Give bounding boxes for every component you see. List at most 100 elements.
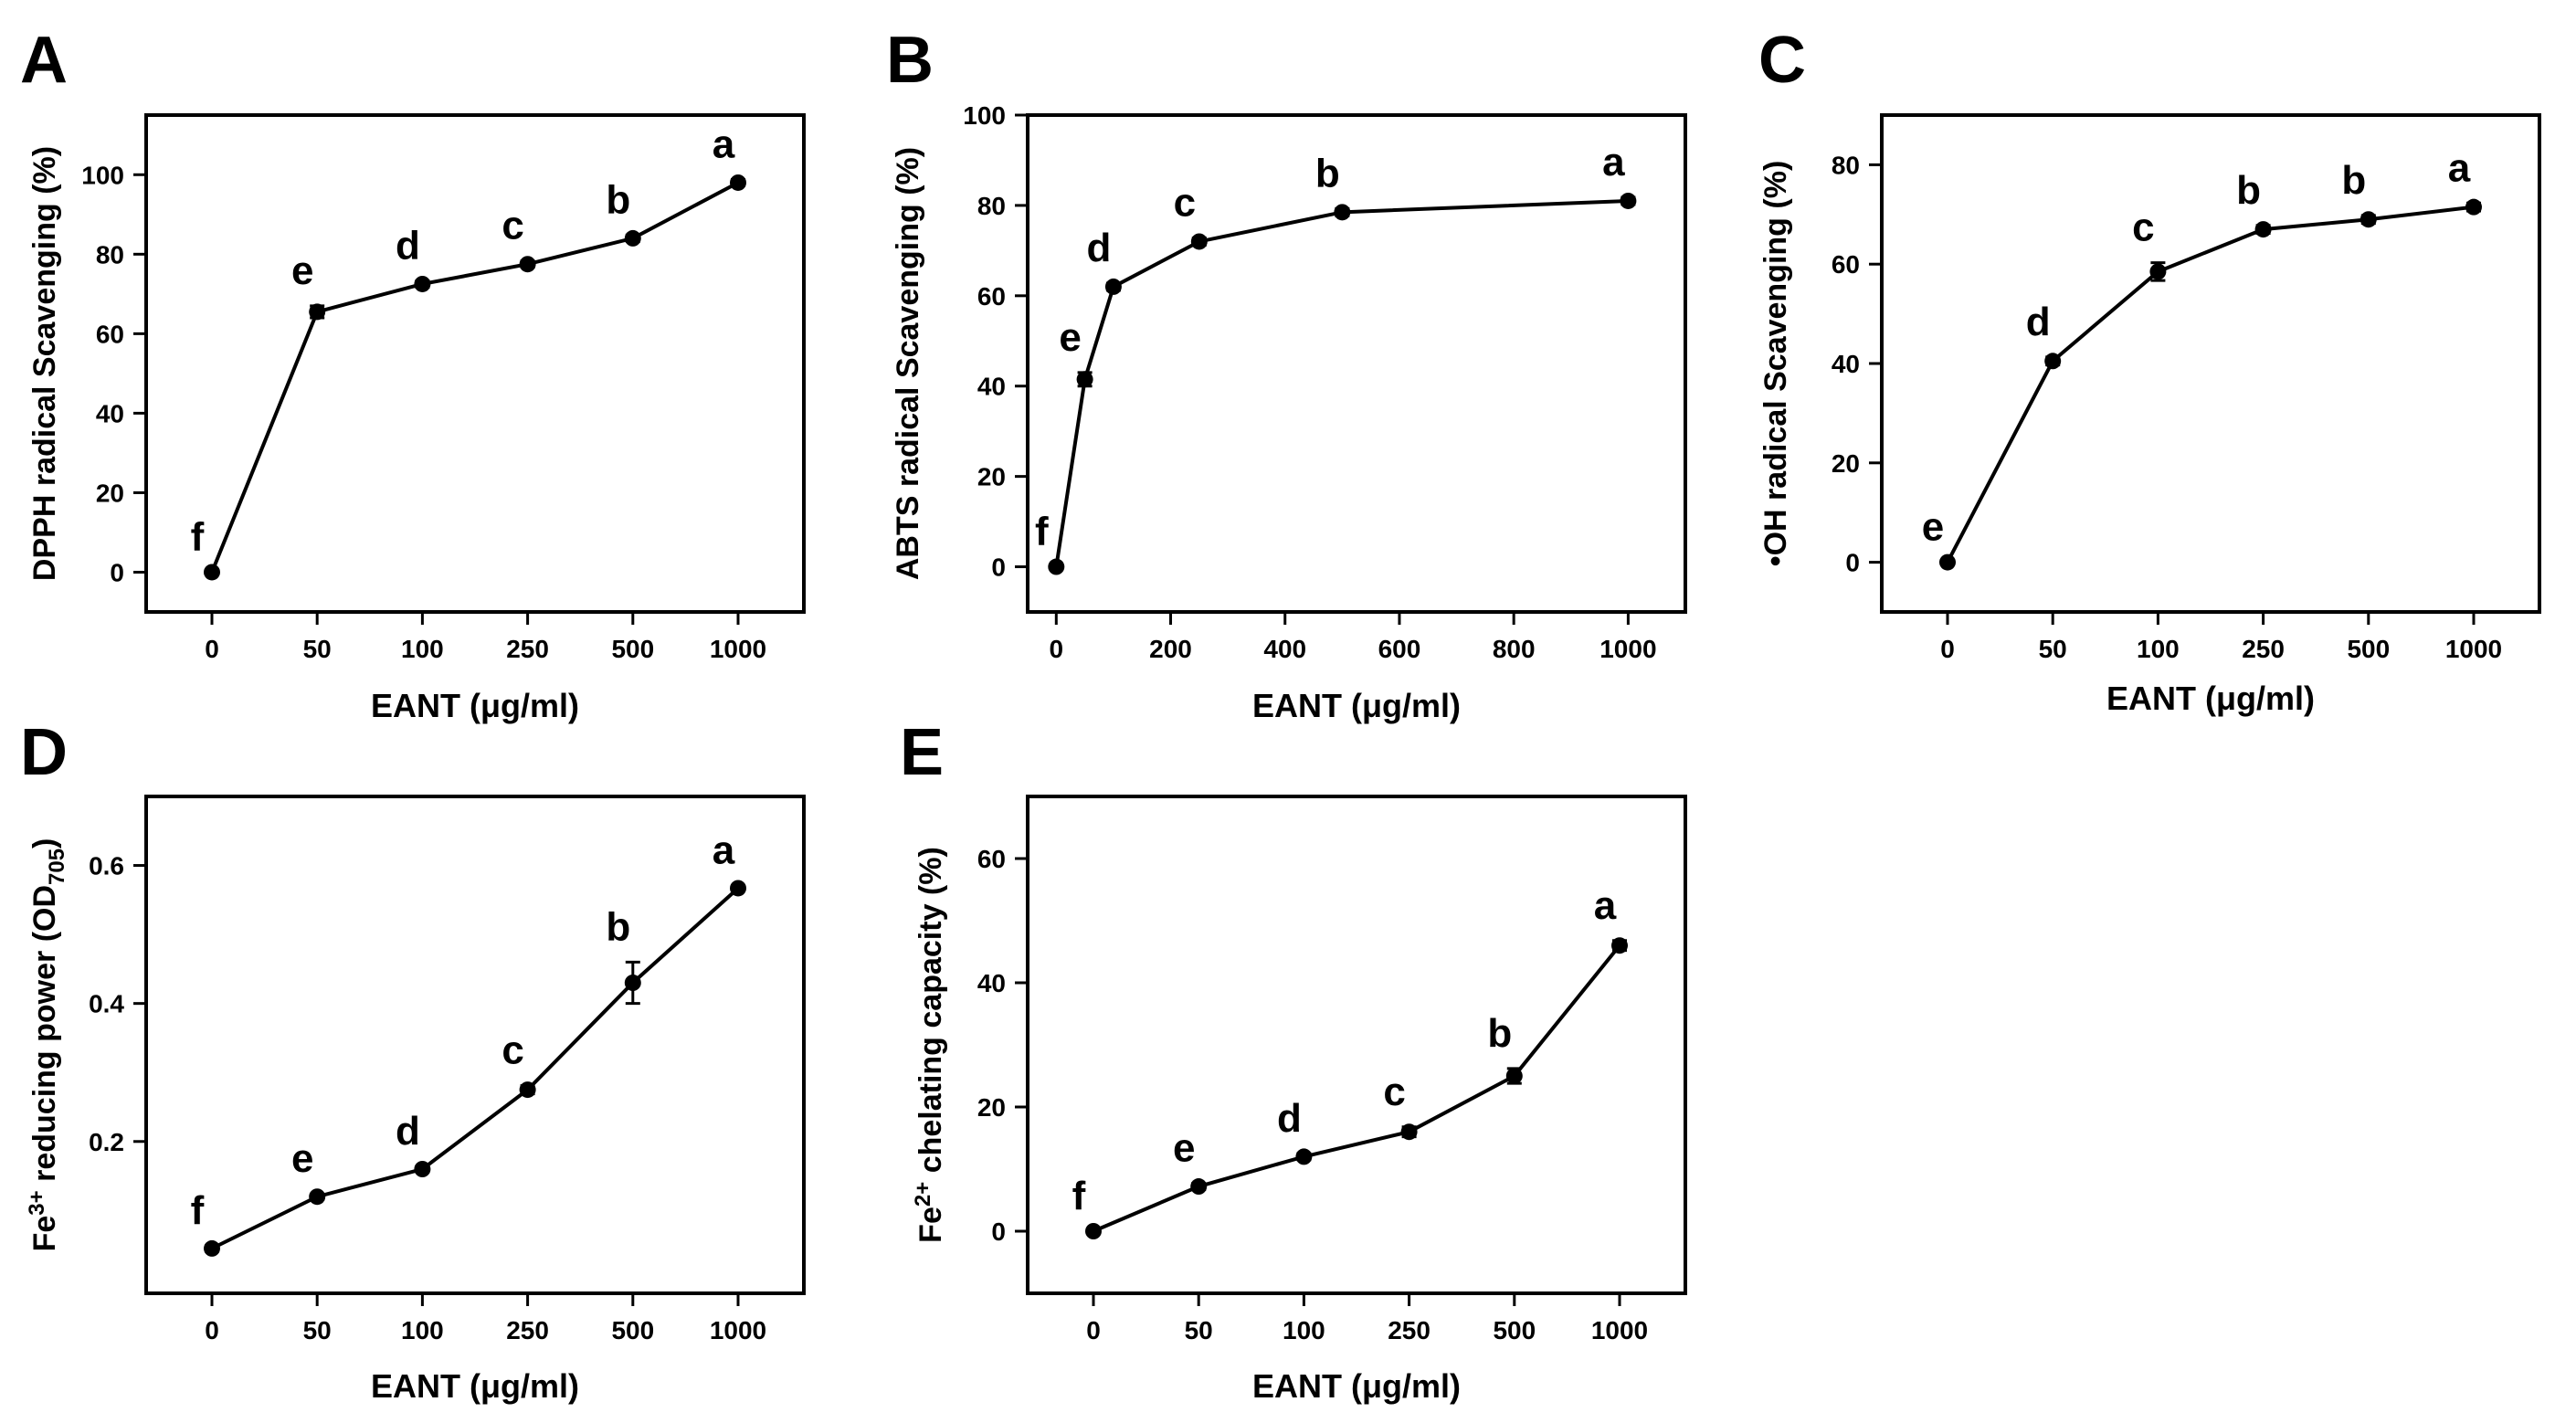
plot-frame bbox=[1880, 113, 2541, 614]
significance-letter: e bbox=[1059, 315, 1081, 360]
y-tick-label: 20 bbox=[1832, 449, 1860, 478]
x-tick-label: 0 bbox=[1940, 635, 1955, 663]
panel-c: C 0 20 40 60 80 0 50 100 250 500 1000 EANT (μg/ml) •O… bbox=[1758, 24, 2541, 717]
panel-letter: B bbox=[886, 24, 934, 97]
data-point bbox=[519, 1081, 536, 1099]
plot-frame bbox=[1026, 113, 1687, 614]
y-tick-label: 60 bbox=[1832, 250, 1860, 279]
significance-letter: f bbox=[1035, 510, 1049, 554]
y-tick-label: 20 bbox=[977, 1093, 1006, 1122]
data-point bbox=[1190, 1178, 1208, 1196]
significance-letter: b bbox=[1315, 151, 1340, 195]
series-line bbox=[210, 181, 739, 574]
series-line bbox=[1946, 205, 2475, 564]
significance-letter: a bbox=[2448, 145, 2471, 190]
x-tick-label: 0 bbox=[205, 1316, 219, 1344]
y-tick-label: 100 bbox=[81, 161, 124, 189]
data-point bbox=[414, 1161, 431, 1177]
data-point bbox=[204, 1239, 220, 1257]
significance-letter: c bbox=[501, 1028, 523, 1073]
data-point bbox=[1400, 1123, 1418, 1141]
data-point bbox=[2044, 353, 2062, 370]
series-line bbox=[211, 887, 740, 1250]
data-point bbox=[309, 1188, 326, 1206]
significance-letter: d bbox=[396, 1109, 420, 1154]
x-tick-label: 200 bbox=[1149, 635, 1192, 663]
data-point bbox=[204, 564, 220, 581]
significance-letter: a bbox=[713, 827, 735, 872]
x-tick-label: 100 bbox=[2137, 635, 2180, 663]
plot-frame bbox=[1026, 795, 1687, 1295]
significance-letter: b bbox=[2236, 168, 2261, 213]
x-tick-label: 1000 bbox=[710, 635, 766, 663]
panel-e: E 0 20 40 60 0 50 100 250 500 1000 EANT (μg/ml) Fe2+… bbox=[900, 716, 1687, 1405]
data-point bbox=[1190, 233, 1208, 250]
data-point bbox=[1085, 1223, 1102, 1239]
x-tick-label: 500 bbox=[2347, 635, 2390, 663]
y-axis-label-end: chelating capacity (%) bbox=[913, 847, 948, 1182]
data-point bbox=[1104, 278, 1122, 295]
x-tick-label: 500 bbox=[611, 1316, 654, 1344]
x-axis-label: EANT (μg/ml) bbox=[371, 1367, 579, 1405]
x-axis-label: EANT (μg/ml) bbox=[2106, 680, 2315, 717]
data-point bbox=[1939, 553, 1956, 571]
panel-letter: E bbox=[900, 716, 944, 789]
x-axis-label: EANT (μg/ml) bbox=[1252, 687, 1461, 724]
significance-letter: d bbox=[396, 223, 420, 268]
x-tick-label: 100 bbox=[1283, 1316, 1325, 1344]
x-tick-label: 100 bbox=[401, 1316, 444, 1344]
y-axis-label-base: Fe bbox=[27, 1216, 62, 1252]
y-axis-label-end: ) bbox=[27, 838, 62, 849]
significance-letter: e bbox=[1173, 1126, 1195, 1171]
significance-letter: e bbox=[291, 1136, 313, 1181]
x-tick-label: 1000 bbox=[1599, 635, 1656, 663]
x-tick-label: 400 bbox=[1263, 635, 1306, 663]
x-tick-label: 0 bbox=[1050, 635, 1064, 663]
significance-letter: d bbox=[2026, 300, 2051, 344]
y-axis-label-base: Fe bbox=[913, 1207, 948, 1243]
x-tick-label: 0 bbox=[205, 635, 219, 663]
y-axis-label: Fe3+ reducing power (OD705) bbox=[25, 838, 69, 1252]
y-tick-label: 80 bbox=[96, 240, 124, 269]
data-point bbox=[519, 256, 536, 273]
y-tick-label: 20 bbox=[96, 479, 124, 507]
y-tick-label: 60 bbox=[96, 320, 124, 348]
plot-frame bbox=[144, 113, 806, 614]
data-point bbox=[730, 174, 746, 191]
series-line bbox=[1093, 943, 1621, 1233]
panel-d: D 0.2 0.4 0.6 0 50 100 250 500 1000 EANT (μg/ml) Fe… bbox=[20, 716, 806, 1405]
y-tick-label: 0.6 bbox=[89, 852, 124, 880]
significance-letter: d bbox=[1086, 226, 1111, 270]
data-point bbox=[1076, 371, 1093, 388]
significance-letter: a bbox=[1594, 883, 1617, 928]
significance-letter: f bbox=[191, 1188, 205, 1233]
x-tick-label: 250 bbox=[1388, 1316, 1431, 1344]
y-tick-label: 80 bbox=[977, 192, 1006, 220]
significance-letter: c bbox=[1383, 1070, 1405, 1114]
x-tick-label: 50 bbox=[2039, 635, 2067, 663]
data-point bbox=[1048, 558, 1065, 575]
data-point bbox=[1295, 1148, 1313, 1165]
y-tick-label: 80 bbox=[1832, 151, 1860, 179]
significance-letter: e bbox=[291, 248, 313, 293]
plot-frame bbox=[144, 795, 806, 1295]
significance-letter: a bbox=[1602, 140, 1625, 184]
significance-letter: e bbox=[1922, 505, 1944, 550]
y-tick-label: 20 bbox=[977, 463, 1006, 491]
significance-letter: b bbox=[1487, 1011, 1512, 1056]
x-tick-label: 50 bbox=[303, 635, 332, 663]
significance-letter: b bbox=[606, 177, 630, 222]
data-point bbox=[2254, 221, 2272, 238]
data-point bbox=[2149, 263, 2167, 280]
y-axis-label: ABTS radical Scavenging (%) bbox=[891, 147, 925, 580]
x-tick-label: 1000 bbox=[710, 1316, 766, 1344]
y-tick-label: 0 bbox=[991, 1217, 1006, 1246]
significance-letter: f bbox=[1072, 1174, 1086, 1218]
significance-letter: a bbox=[713, 122, 735, 167]
y-tick-label: 0 bbox=[110, 558, 124, 586]
data-point bbox=[624, 975, 641, 991]
y-axis-label-sup: 2+ bbox=[911, 1182, 935, 1207]
data-point bbox=[1334, 204, 1351, 221]
